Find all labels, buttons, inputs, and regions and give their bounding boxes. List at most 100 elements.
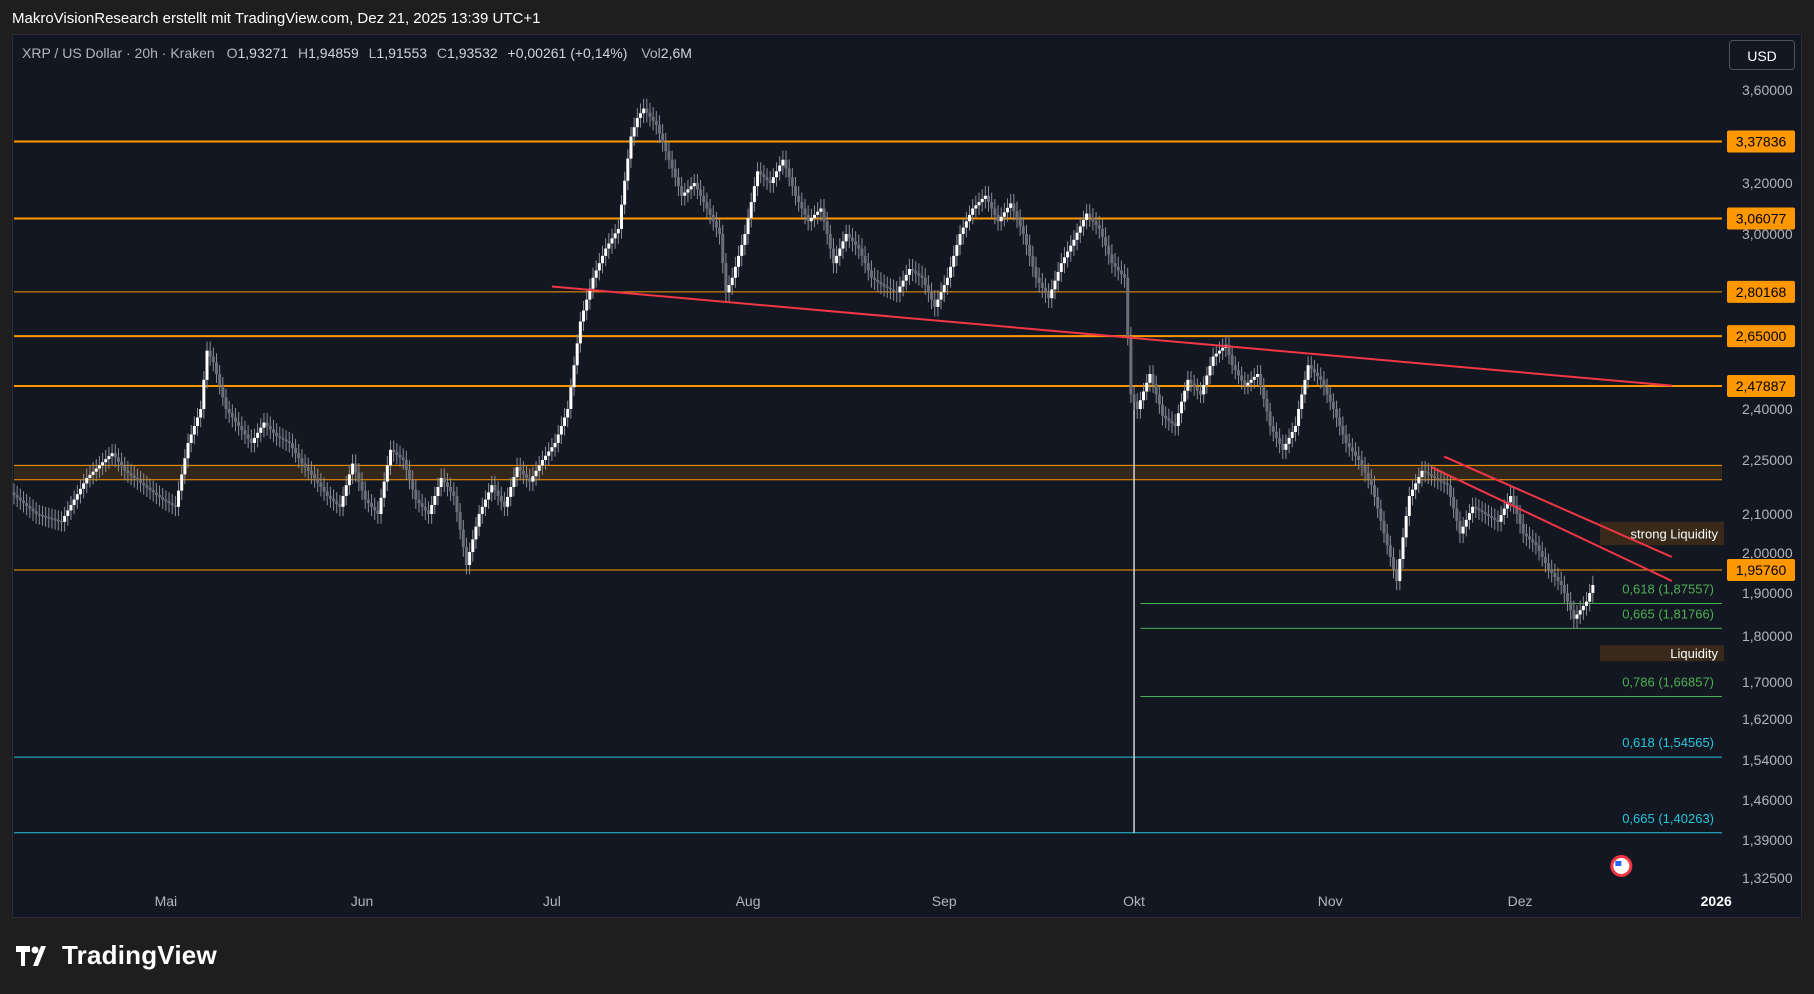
candle-body (211, 356, 215, 363)
candle-body (66, 510, 70, 516)
candle-body (749, 202, 753, 219)
candle-body (974, 205, 978, 209)
candle-body (1189, 379, 1193, 384)
x-tick-label: Nov (1318, 893, 1343, 909)
candle-body (1142, 391, 1146, 401)
candle-body (294, 448, 298, 454)
candle-body (366, 499, 370, 504)
candle-body (550, 447, 554, 452)
candle-body (1088, 213, 1092, 218)
candle-body (980, 198, 984, 203)
candle-body (1442, 481, 1446, 484)
candle-body (442, 478, 446, 483)
candle-body (1192, 383, 1196, 388)
y-tick-label: 3,20000 (1742, 175, 1793, 191)
candle-body (917, 273, 921, 276)
volume-label: Vol (641, 45, 661, 61)
candle-body (563, 417, 567, 426)
candle-body (167, 501, 171, 504)
candle-body (547, 451, 551, 456)
candle-body (638, 113, 642, 118)
y-tick-label: 1,39000 (1742, 832, 1793, 848)
candle-body (961, 227, 965, 234)
candle-body (1483, 512, 1487, 514)
candle-body (528, 478, 532, 482)
candle-body (199, 409, 203, 418)
candle-body (765, 177, 769, 181)
candle-body (1325, 387, 1329, 395)
candle-body (1306, 365, 1310, 380)
candle-body (521, 470, 525, 475)
candle-body (968, 214, 972, 222)
candle-body (1373, 485, 1377, 497)
candle-body (1173, 423, 1177, 426)
candle-body (401, 457, 405, 460)
candle-body (578, 321, 582, 344)
candle-body (271, 429, 275, 433)
candle-body (983, 195, 987, 199)
x-tick-label: Dez (1508, 893, 1533, 909)
candle-body (711, 214, 715, 222)
candle-body (1148, 374, 1152, 383)
candle-body (1069, 245, 1073, 252)
candle-body (1202, 384, 1206, 395)
low-label: L (368, 45, 377, 61)
candle-body (50, 517, 54, 520)
candle-body (667, 151, 671, 160)
candle-body (196, 417, 200, 426)
candle-body (676, 177, 680, 187)
candle-body (1455, 508, 1459, 521)
candle-body (1331, 401, 1335, 409)
candle-body (1043, 287, 1047, 294)
candle-body (936, 299, 940, 307)
candle-body (556, 434, 560, 443)
candle-body (695, 183, 699, 190)
candle-body (252, 437, 256, 443)
candle-body (1543, 557, 1547, 563)
candle-body (1477, 508, 1481, 511)
candle-body (895, 290, 899, 293)
candle-body (420, 503, 424, 507)
price-label-box (1727, 558, 1795, 581)
candle-body (158, 494, 162, 498)
price-label-text: 2,47887 (1736, 378, 1787, 394)
candle-body (1312, 368, 1316, 373)
candle-body (1420, 470, 1424, 478)
candle-body (632, 127, 636, 137)
candle-body (616, 228, 620, 234)
candle-body (702, 195, 706, 203)
candle-body (1407, 496, 1411, 516)
candle-body (939, 292, 943, 300)
candle-body (1151, 374, 1155, 385)
candle-body (993, 208, 997, 215)
candle-body (1293, 426, 1297, 432)
candle-body (1075, 232, 1079, 240)
candle-body (1493, 517, 1497, 520)
candle-body (487, 492, 491, 500)
candle-body (1328, 394, 1332, 402)
candle-body (75, 494, 79, 500)
candle-body (1221, 347, 1225, 351)
candle-body (1588, 593, 1592, 602)
candle-body (1009, 203, 1013, 208)
close-label: C (436, 45, 448, 61)
candle-body (1028, 244, 1032, 256)
price-label-box (1727, 207, 1795, 230)
tradingview-logo[interactable]: TradingView (14, 940, 217, 971)
candle-body (370, 503, 374, 507)
candle-body (47, 516, 51, 519)
candle-body (604, 248, 608, 256)
candle-body (1274, 431, 1278, 438)
candle-body (850, 237, 854, 242)
x-tick-label: Jul (543, 893, 561, 909)
candle-body (926, 285, 930, 293)
symbol-title[interactable]: XRP / US Dollar · 20h · Kraken (22, 45, 215, 61)
candle-body (816, 211, 820, 215)
candle-body (360, 481, 364, 491)
candle-body (284, 439, 288, 442)
currency-button[interactable]: USD (1729, 40, 1795, 70)
candle-body (338, 504, 342, 507)
candle-body (778, 165, 782, 172)
candle-body (819, 208, 823, 212)
